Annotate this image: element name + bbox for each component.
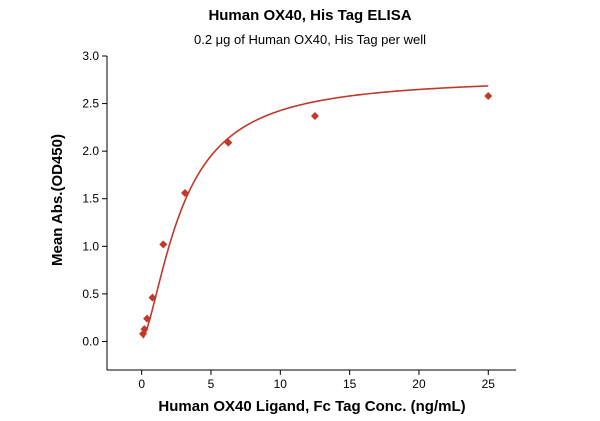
y-axis-label: Mean Abs.(OD450) xyxy=(49,134,66,266)
x-tick-label: 0 xyxy=(138,377,145,391)
data-point xyxy=(484,91,493,100)
chart-subtitle: 0.2 μg of Human OX40, His Tag per well xyxy=(194,32,426,47)
axes: 0.0 0.5 1.0 1.5 2.0 2.5 3.0 0 5 10 15 20 25 xyxy=(82,49,516,391)
data-point xyxy=(180,189,189,198)
y-tick-label: 3.0 xyxy=(82,49,99,63)
y-tick-label: 0.0 xyxy=(82,334,99,348)
x-tick-label: 20 xyxy=(412,377,426,391)
x-tick-label: 5 xyxy=(208,377,215,391)
x-tick-label: 10 xyxy=(274,377,288,391)
x-axis-label: Human OX40 Ligand, Fc Tag Conc. (ng/mL) xyxy=(158,398,465,415)
y-tick-label: 0.5 xyxy=(82,287,99,301)
data-point xyxy=(159,240,168,249)
x-tick-label: 15 xyxy=(343,377,357,391)
y-tick-label: 2.0 xyxy=(82,144,99,158)
x-tick-label: 25 xyxy=(482,377,496,391)
y-tick-label: 2.5 xyxy=(82,97,99,111)
fit-curve-layer xyxy=(142,85,489,339)
fit-curve xyxy=(142,85,489,339)
data-point xyxy=(143,314,152,323)
data-point xyxy=(148,293,157,302)
chart-title: Human OX40, His Tag ELISA xyxy=(208,7,411,24)
data-point xyxy=(310,111,319,120)
y-tick-label: 1.5 xyxy=(82,192,99,206)
data-point xyxy=(140,325,149,334)
data-point xyxy=(224,138,233,147)
y-tick-label: 1.0 xyxy=(82,239,99,253)
data-points-layer xyxy=(139,91,493,338)
